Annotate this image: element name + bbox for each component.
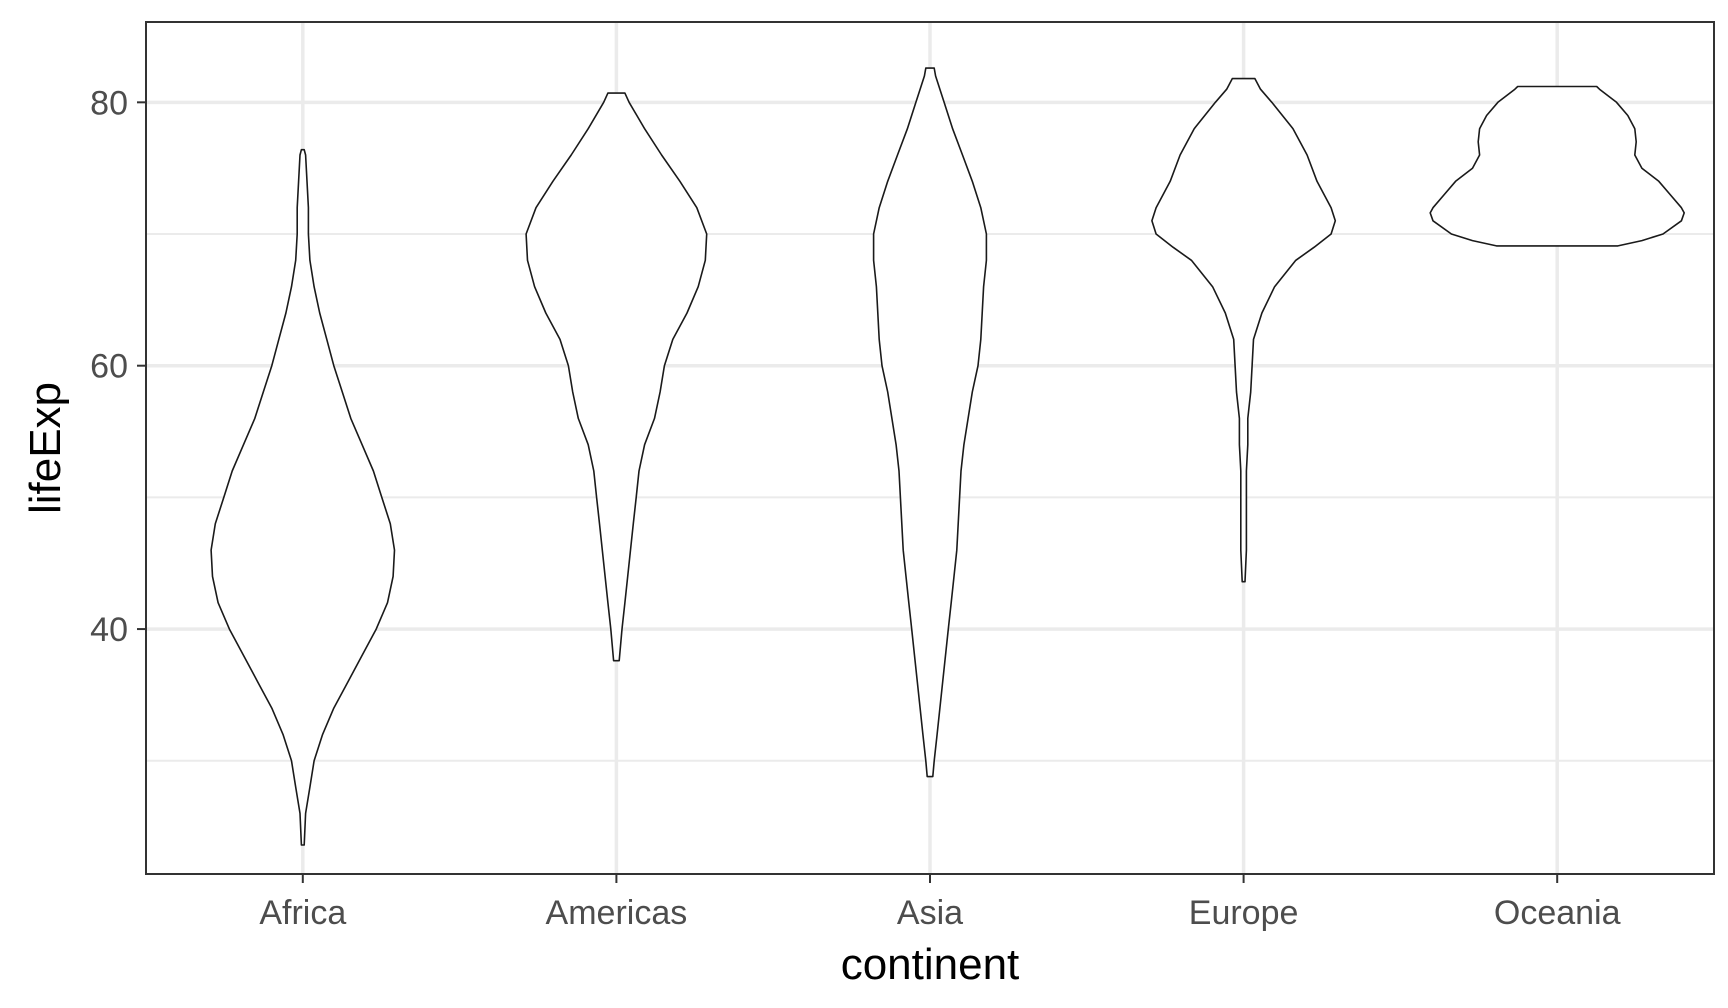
x-axis-title: continent [841, 940, 1020, 989]
violin-oceania [1429, 85, 1685, 247]
x-tick-label-europe: Europe [1189, 894, 1299, 932]
x-tick-label-americas: Americas [546, 894, 688, 932]
violin-africa [210, 148, 396, 846]
y-axis-title: lifeExp [21, 382, 70, 514]
violin-asia [872, 67, 988, 778]
axis-layer: 40 60 80 Africa Americas Asia Europe Oceania [90, 84, 1620, 932]
x-tick-label-asia: Asia [897, 894, 963, 932]
y-tick-label: 40 [90, 611, 128, 649]
y-tick-label: 60 [90, 348, 128, 386]
x-tick-label-oceania: Oceania [1494, 894, 1621, 932]
y-tick-label: 80 [90, 84, 128, 122]
violin-layer [210, 67, 1685, 846]
x-tick-label-africa: Africa [259, 894, 346, 932]
violin-europe [1151, 77, 1337, 583]
violin-americas [525, 92, 708, 662]
